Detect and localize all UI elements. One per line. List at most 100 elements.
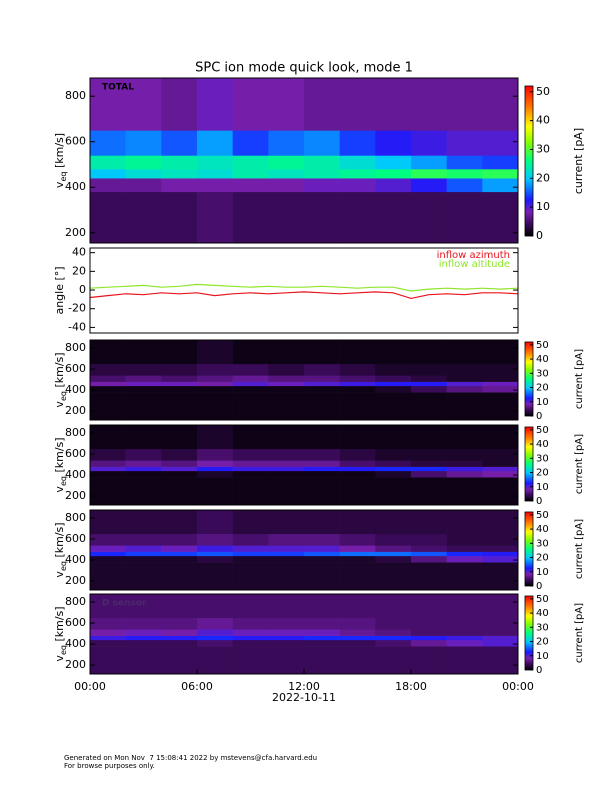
heatmap-cell — [161, 555, 198, 563]
heatmap-cell — [161, 340, 198, 365]
y-axis-label-sub: eq — [59, 561, 68, 571]
heatmap-cell — [411, 545, 447, 552]
heatmap-cell — [90, 470, 126, 478]
heatmap-cell — [446, 533, 483, 546]
heatmap-cell — [339, 635, 376, 641]
y-tick-label: 600 — [65, 616, 86, 629]
heatmap-cell — [446, 466, 483, 472]
y-tick-label: 40 — [72, 246, 86, 259]
y-axis-label-sub: eq — [59, 172, 68, 182]
y-axis-label: veq [km/s] — [53, 437, 68, 492]
heatmap-cell — [304, 477, 340, 506]
heatmap-cell — [90, 562, 126, 591]
heatmap-cell — [161, 448, 198, 461]
heatmap-cell — [482, 594, 519, 619]
y-tick-label: 800 — [65, 511, 86, 524]
heatmap-cell — [197, 340, 233, 365]
colorbar-tick-label: 40 — [536, 524, 549, 535]
colorbar-tick-label: 50 — [536, 425, 549, 436]
heatmap-cell — [197, 477, 233, 506]
heatmap-cell — [197, 385, 233, 393]
heatmap-cell — [375, 155, 412, 170]
heatmap-cell — [90, 363, 126, 376]
heatmap-cell — [125, 466, 162, 472]
heatmap-cell — [304, 639, 340, 647]
heatmap-cell — [232, 340, 269, 365]
y-tick-label: 0 — [79, 283, 86, 296]
heatmap-cell — [268, 169, 305, 179]
heatmap-cell — [90, 191, 126, 244]
y-tick-label: 800 — [65, 341, 86, 354]
heatmap-cell — [446, 385, 483, 393]
heatmap-cell — [197, 178, 233, 193]
heatmap-cell — [304, 130, 340, 156]
heatmap-cell — [375, 477, 412, 506]
heatmap-cell — [304, 385, 340, 393]
heatmap-cell — [411, 130, 447, 156]
heatmap-cell — [375, 562, 412, 591]
heatmap-cell — [446, 448, 483, 461]
heatmap-cell — [446, 594, 483, 619]
heatmap-cell — [482, 155, 519, 170]
heatmap-cell — [446, 639, 483, 647]
heatmap-cell — [375, 470, 412, 478]
heatmap-cell — [339, 155, 376, 170]
heatmap-cell — [482, 629, 519, 636]
heatmap-cell — [125, 551, 162, 557]
y-axis-label: veq [km/s] — [53, 606, 68, 661]
heatmap-cell — [446, 155, 483, 170]
heatmap-cell — [232, 533, 269, 546]
heatmap-cell — [232, 375, 269, 382]
heatmap-cell — [268, 646, 305, 675]
heatmap-cell — [482, 477, 519, 506]
heatmap-cell — [482, 340, 519, 365]
heatmap-cell — [268, 617, 305, 630]
heatmap-cell — [446, 545, 483, 552]
heatmap-cell — [339, 460, 376, 467]
y-tick-label: 600 — [65, 447, 86, 460]
heatmap-cell — [304, 594, 340, 619]
heatmap-cell — [90, 594, 126, 619]
heatmap-cell — [411, 169, 447, 179]
footer-line: Generated on Mon Nov 7 15:08:41 2022 by … — [64, 754, 317, 762]
y-tick-label: 200 — [65, 226, 86, 239]
colorbar-label: current [pA] — [574, 603, 585, 663]
heatmap-cell — [339, 448, 376, 461]
heatmap-cell — [125, 169, 162, 179]
heatmap-cell — [197, 635, 233, 641]
heatmap-cell — [446, 510, 483, 535]
heatmap-cell — [268, 635, 305, 641]
heatmap-cell — [268, 155, 305, 170]
heatmap-cell — [482, 178, 519, 193]
heatmap-cell — [90, 385, 126, 393]
heatmap-cell — [268, 545, 305, 552]
heatmap-cell — [339, 555, 376, 563]
heatmap-cell — [125, 375, 162, 382]
heatmap-cell — [90, 551, 126, 557]
y-tick-label: -40 — [68, 320, 86, 333]
heatmap-cell — [161, 385, 198, 393]
heatmap-cell — [339, 629, 376, 636]
plot-frame — [89, 77, 519, 244]
heatmap-cell — [375, 381, 412, 387]
heatmap-cell — [304, 340, 340, 365]
colorbar-tick-label: 10 — [536, 567, 549, 578]
colorbar-tick-label: 20 — [536, 553, 549, 564]
heatmap-cell — [304, 375, 340, 382]
heatmap-cell — [304, 191, 340, 244]
heatmap-cell — [482, 381, 519, 387]
x-axis-label: 2022-10-11 — [272, 691, 336, 704]
y-axis-label-unit: [km/s] — [53, 437, 66, 476]
colorbar-tick-label: 0 — [536, 665, 542, 676]
heatmap-cell — [197, 562, 233, 591]
y-tick-label: 400 — [65, 468, 86, 481]
heatmap-cell — [90, 635, 126, 641]
heatmap-cell — [375, 639, 412, 647]
heatmap-cell — [304, 545, 340, 552]
y-tick-label: -20 — [68, 302, 86, 315]
heatmap-cell — [161, 551, 198, 557]
heatmap-cell — [268, 555, 305, 563]
heatmap-cell — [161, 381, 198, 387]
y-axis-label-unit: [km/s] — [53, 352, 66, 391]
